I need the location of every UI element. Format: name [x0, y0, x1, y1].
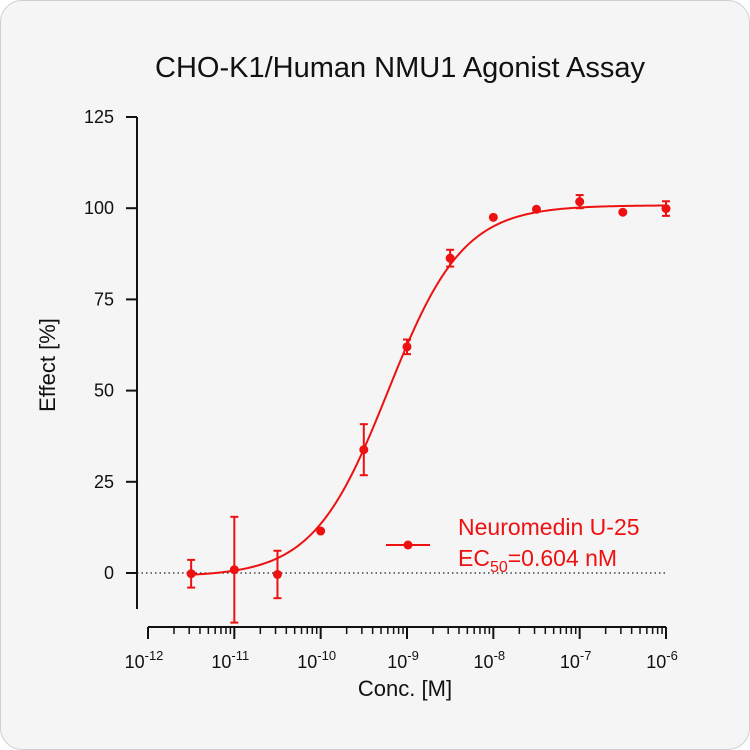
data-point — [186, 569, 196, 579]
fit-curve — [189, 204, 667, 576]
data-point — [272, 569, 282, 579]
x-tick-label: 10-7 — [560, 648, 592, 672]
x-tick-label: 10-12 — [125, 648, 164, 672]
y-tick-label: 50 — [94, 381, 114, 401]
legend: Neuromedin U-25 EC50=0.604 nM — [386, 514, 640, 576]
legend-ec-subscript: 50 — [490, 559, 508, 576]
legend-ec50: EC50=0.604 nM — [458, 545, 617, 576]
data-point — [445, 253, 455, 263]
x-tick-label: 10-8 — [474, 648, 506, 672]
x-tick-label: 10-11 — [211, 648, 249, 672]
x-ticks: 10-12 10-11 10-10 10-9 10-8 10-7 10-6 — [125, 627, 678, 672]
legend-ec-prefix: EC — [458, 545, 490, 571]
x-tick-label: 10-10 — [297, 648, 336, 672]
legend-ec-value: =0.604 nM — [508, 545, 617, 571]
x-tick-label: 10-6 — [646, 648, 678, 672]
y-axis-label: Effect [%] — [35, 318, 60, 412]
chart-title: CHO-K1/Human NMU1 Agonist Assay — [155, 52, 645, 84]
data-point — [316, 526, 326, 536]
data-point — [618, 207, 628, 217]
plot-area — [137, 194, 671, 624]
x-tick-label: 10-9 — [387, 648, 419, 672]
y-tick-label: 100 — [84, 198, 114, 218]
x-axis-label: Conc. [M] — [358, 676, 452, 701]
data-point — [488, 212, 498, 222]
data-point — [575, 197, 585, 207]
legend-series-label: Neuromedin U-25 — [458, 514, 640, 540]
data-point — [402, 342, 412, 352]
data-point — [229, 565, 239, 575]
data-point — [661, 204, 671, 214]
y-tick-label: 75 — [94, 289, 114, 309]
data-point — [359, 445, 369, 455]
y-ticks: 0 25 50 75 100 125 — [84, 107, 137, 583]
y-tick-label: 0 — [104, 563, 114, 583]
data-point — [531, 204, 541, 214]
legend-marker — [403, 540, 413, 550]
y-tick-label: 25 — [94, 472, 114, 492]
y-tick-label: 125 — [84, 107, 114, 127]
